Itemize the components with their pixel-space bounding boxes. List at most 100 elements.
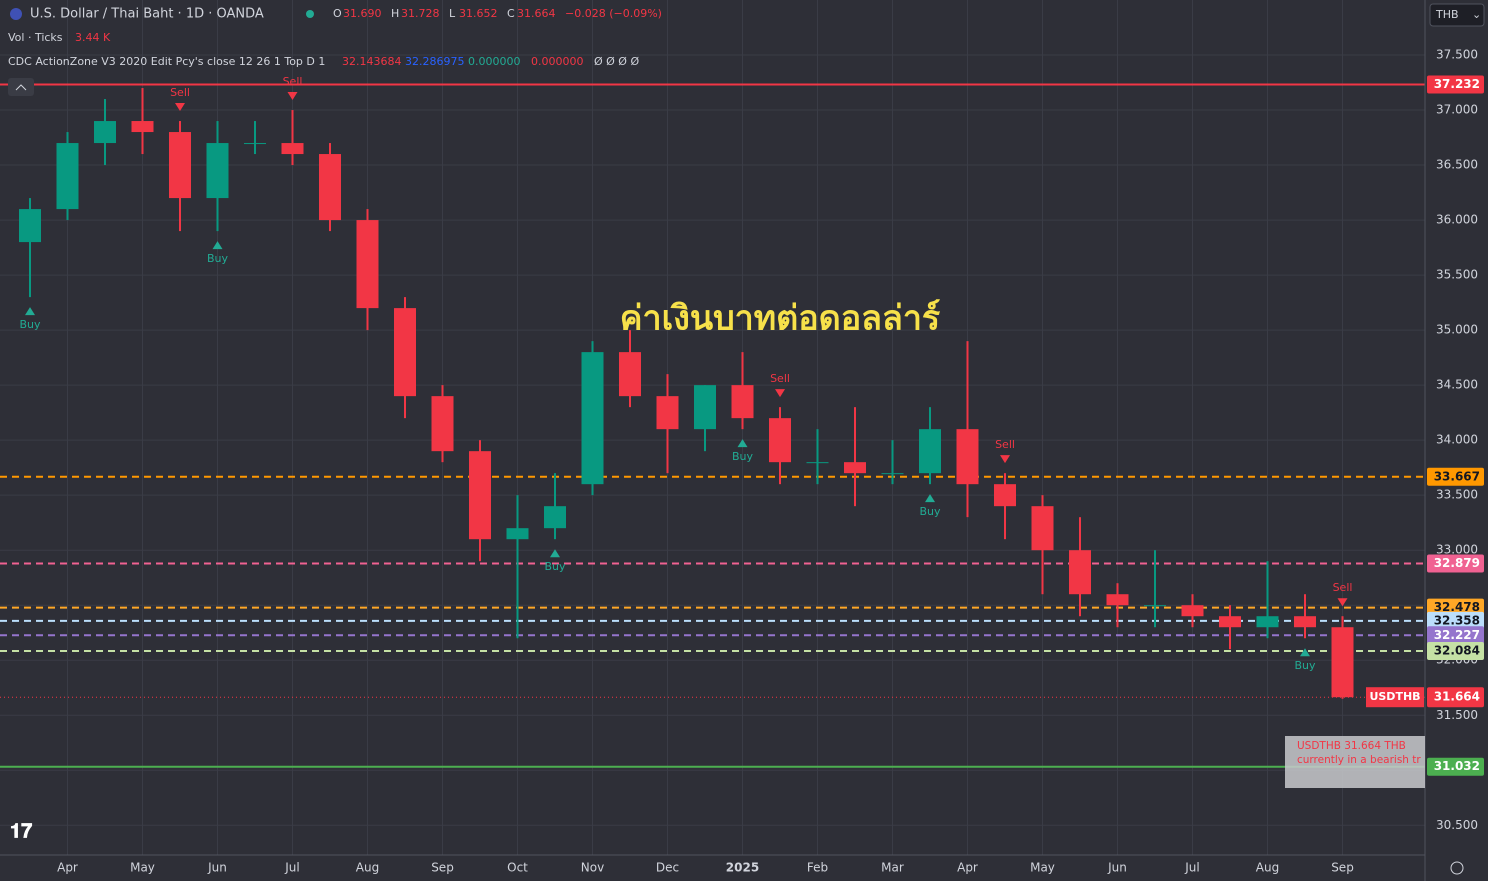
x-tick-label: Sep bbox=[431, 861, 454, 875]
currency: THB bbox=[1435, 8, 1459, 21]
buy-label: Buy bbox=[19, 318, 41, 331]
ohlc-value: 31.690 bbox=[343, 7, 382, 20]
price-tag bbox=[1427, 554, 1484, 573]
y-tick-label: 33.000 bbox=[1436, 543, 1478, 557]
buy-label: Buy bbox=[732, 450, 754, 463]
sell-arrow bbox=[175, 103, 185, 112]
ohlc-label: H bbox=[391, 7, 399, 20]
candle-body bbox=[1219, 616, 1241, 628]
sell-label: Sell bbox=[770, 372, 790, 385]
price-tag bbox=[1427, 687, 1484, 708]
annotation: ค่าเงินบาทต่อดอลล่าร์ bbox=[620, 299, 941, 339]
candle-body bbox=[881, 473, 904, 475]
collapse-icon bbox=[15, 84, 27, 91]
flag-icon bbox=[10, 8, 22, 20]
price-tag-label: 32.478 bbox=[1434, 600, 1480, 614]
x-tick-label: Aug bbox=[356, 861, 379, 875]
candle-body bbox=[581, 352, 604, 485]
candle-body bbox=[469, 451, 491, 540]
indicator-value: Ø Ø Ø Ø bbox=[594, 55, 639, 68]
tooltip-text: USDTHB 31.664 THB bbox=[1297, 740, 1406, 752]
tooltip bbox=[1285, 736, 1425, 788]
indicator-value: 0.000000 bbox=[468, 55, 521, 68]
x-tick-label: May bbox=[130, 861, 155, 875]
candle-body bbox=[356, 220, 379, 309]
indicator-label: CDC ActionZone V3 2020 Edit Pcy's close … bbox=[8, 55, 325, 68]
indicator-value: 32.286975 bbox=[405, 55, 465, 68]
candle-body bbox=[56, 143, 79, 210]
x-tick-label: Dec bbox=[656, 861, 679, 875]
candle-body bbox=[94, 121, 116, 144]
candle-body bbox=[919, 429, 941, 474]
collapse-button[interactable] bbox=[8, 78, 34, 96]
candle-body bbox=[1106, 594, 1129, 606]
price-tag bbox=[1427, 641, 1484, 660]
symbol: U.S. Dollar / Thai Baht · 1D · OANDA bbox=[30, 7, 264, 22]
buy-arrow bbox=[550, 549, 560, 558]
sell-label: Sell bbox=[1333, 581, 1353, 594]
x-tick-label: May bbox=[1030, 861, 1055, 875]
candle-body bbox=[769, 418, 791, 463]
buy-label: Buy bbox=[544, 560, 566, 573]
tooltip-text: currently in a bearish tr bbox=[1297, 754, 1421, 766]
currency-select[interactable] bbox=[1429, 3, 1485, 27]
y-tick-label: 35.000 bbox=[1436, 323, 1478, 337]
y-tick-label: 30.500 bbox=[1436, 818, 1478, 832]
buy-arrow bbox=[925, 494, 935, 503]
y-tick-label: 34.500 bbox=[1436, 378, 1478, 392]
candle-body bbox=[244, 143, 266, 145]
x-tick-label: Apr bbox=[57, 861, 78, 875]
x-tick-label: Sep bbox=[1331, 861, 1354, 875]
price-tag-label: 31.032 bbox=[1434, 759, 1480, 773]
candle-body bbox=[956, 429, 979, 485]
price-tag bbox=[1427, 611, 1484, 630]
candle-body bbox=[1294, 616, 1316, 628]
ohlc-label: O bbox=[333, 7, 342, 20]
candle-body bbox=[131, 121, 154, 133]
x-tick-label: Apr bbox=[957, 861, 978, 875]
ohlc-value: 31.728 bbox=[401, 7, 440, 20]
x-tick-label: Oct bbox=[507, 861, 528, 875]
x-tick-label: Feb bbox=[807, 861, 828, 875]
candle-body bbox=[319, 154, 341, 221]
candle-body bbox=[806, 462, 829, 464]
x-tick-label: Jun bbox=[1107, 861, 1127, 875]
buy-arrow bbox=[212, 241, 223, 250]
indicator-value: 32.143684 bbox=[342, 55, 402, 68]
price-tag-label: 31.664 bbox=[1434, 690, 1480, 704]
candle-body bbox=[1031, 506, 1054, 551]
symbol-tag bbox=[1366, 687, 1424, 708]
x-tick-label: Jun bbox=[207, 861, 227, 875]
buy-label: Buy bbox=[919, 505, 941, 518]
dropdown-icon: ⌄ bbox=[1472, 8, 1481, 21]
y-tick-label: 33.500 bbox=[1436, 488, 1478, 502]
sell-label: Sell bbox=[283, 75, 303, 88]
y-tick-label: 34.000 bbox=[1436, 433, 1478, 447]
y-tick-label: 36.000 bbox=[1436, 213, 1478, 227]
y-tick-label: 37.000 bbox=[1436, 103, 1478, 117]
candle-body bbox=[994, 484, 1016, 507]
price-tag-label: 33.667 bbox=[1434, 469, 1480, 483]
x-tick-label: Jul bbox=[284, 861, 299, 875]
price-tag-label: 32.227 bbox=[1434, 628, 1480, 642]
buy-label: Buy bbox=[207, 252, 229, 265]
x-tick-label: Aug bbox=[1256, 861, 1279, 875]
volume-label: Vol · Ticks bbox=[8, 31, 63, 44]
candle-body bbox=[169, 132, 191, 199]
plot: Buy Sell Buy Sell Buy Buy Sell Buy Sell Buy Sell bbox=[0, 75, 1425, 768]
sell-arrow bbox=[287, 92, 298, 101]
sell-arrow bbox=[1000, 455, 1010, 464]
price-tag bbox=[1427, 757, 1484, 776]
ohlc-label: C bbox=[507, 7, 515, 20]
ohlc-label: L bbox=[449, 7, 456, 20]
x-tick-label: Mar bbox=[881, 861, 904, 875]
volume-value: 3.44 K bbox=[75, 31, 111, 44]
change: −0.028 (−0.09%) bbox=[565, 7, 662, 20]
price-tag-label: 32.358 bbox=[1434, 613, 1480, 627]
settings-icon[interactable] bbox=[1450, 861, 1464, 875]
logo: 𝟏𝟕 bbox=[10, 819, 32, 843]
price-tag bbox=[1427, 75, 1484, 94]
candle-body bbox=[844, 462, 866, 474]
